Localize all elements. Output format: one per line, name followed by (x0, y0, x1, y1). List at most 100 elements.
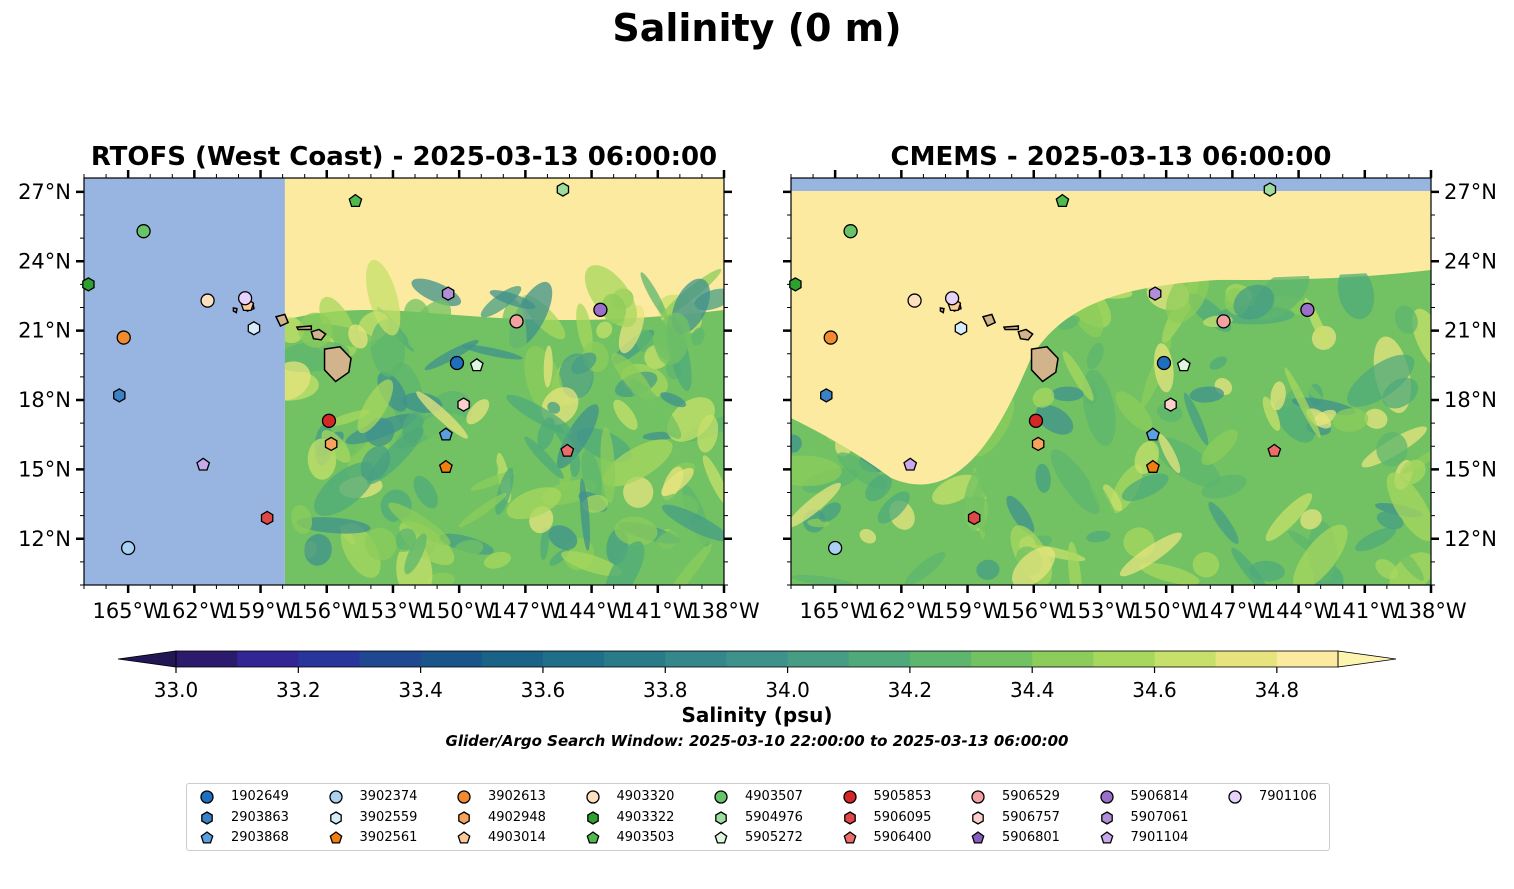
eddy-contour (540, 527, 549, 561)
float-marker-5906400 (1267, 443, 1282, 457)
eddy-contour (604, 541, 645, 585)
eddy-contour (1209, 356, 1228, 370)
island-land (1030, 346, 1059, 383)
float-marker-4903503 (348, 193, 363, 208)
eddy-contour (388, 502, 451, 546)
colorbar-bin (237, 651, 299, 667)
float-marker-5906757 (1164, 397, 1177, 412)
colorbar-bin (787, 651, 850, 667)
legend-circle-icon (714, 790, 728, 804)
legend-marker (972, 810, 984, 825)
legend-circle-icon (842, 790, 857, 804)
colorbar-bin (971, 651, 1033, 667)
eddy-contour (791, 482, 841, 528)
map-frame (790, 177, 1432, 586)
high-salinity-region (791, 191, 1431, 485)
y-tick-label: 12°N (1444, 527, 1497, 551)
eddy-contour (653, 339, 669, 360)
y-tick-label: 27°N (18, 180, 71, 204)
legend-label: 2903868 (231, 830, 289, 845)
eddy-contour (640, 272, 668, 319)
colorbar-label: Salinity (psu) (681, 703, 833, 727)
legend-label: 3902613 (488, 789, 546, 804)
float-marker-2903868 (438, 427, 453, 441)
float-marker-1902649 (449, 355, 465, 371)
legend-label: 5905272 (745, 830, 803, 845)
eddy-contour (581, 449, 602, 501)
y-tick-label: 24°N (1444, 249, 1497, 273)
eddy-contour (462, 344, 523, 360)
colorbar-bin (359, 651, 422, 667)
x-tick-label: 150°W (423, 599, 495, 623)
legend-marker (1100, 831, 1113, 844)
eddy-contour (1228, 399, 1259, 426)
float-marker-4903322 (789, 277, 802, 292)
float-marker-5906529 (1216, 314, 1231, 329)
eddy-contour (364, 527, 397, 561)
eddy-contour (1262, 396, 1281, 432)
eddy-contour (1189, 386, 1225, 403)
legend-label: 5906757 (1002, 809, 1060, 825)
eddy-contour (1306, 408, 1332, 429)
eddy-contour (691, 327, 705, 346)
eddy-contour (1183, 392, 1209, 446)
island-land (232, 307, 238, 314)
legend-label: 4903320 (616, 789, 675, 804)
y-tick-label: 15°N (1444, 457, 1497, 481)
eddy-contour (600, 427, 616, 504)
colorbar-bin (1032, 651, 1094, 667)
eddy-contour (661, 504, 724, 542)
float-marker-5906529 (509, 314, 524, 329)
colorbar-tick-label: 34.8 (1255, 678, 1300, 702)
eddy-contour (596, 321, 613, 339)
map-panel-rtofs (84, 178, 724, 585)
island-land (1002, 325, 1020, 331)
y-tick-label: 15°N (18, 457, 71, 481)
colorbar-bin (420, 651, 483, 667)
legend-marker (458, 810, 470, 825)
float-marker-4902948 (324, 436, 338, 452)
x-tick-label: 159°W (225, 599, 297, 623)
float-marker-5904976 (556, 182, 570, 197)
eddy-contour (1393, 545, 1424, 581)
eddy-contour (636, 329, 654, 353)
float-marker-5904976 (1263, 182, 1277, 197)
eddy-contour (1086, 342, 1104, 370)
eddy-contour (1283, 364, 1324, 403)
island-land (939, 307, 945, 314)
x-tick-label: 144°W (556, 599, 628, 623)
colorbar-tick-label: 33.6 (521, 678, 566, 702)
eddy-contour (1035, 463, 1051, 493)
colorbar-tick-label: 34.2 (888, 678, 933, 702)
eddy-contour (663, 543, 712, 585)
eddy-contour (791, 434, 802, 453)
x-tick-label: 147°W (1197, 599, 1269, 623)
float-marker-4903507 (136, 224, 151, 239)
eddy-contour (865, 474, 893, 502)
eddy-contour (416, 391, 468, 439)
legend-marker (715, 810, 727, 825)
eddy-contour (603, 439, 673, 487)
y-tick-label: 21°N (18, 319, 71, 343)
eddy-contour (1300, 509, 1322, 530)
island-land (295, 325, 313, 331)
legend-label: 7901106 (1259, 789, 1317, 804)
float-marker-5906095 (260, 510, 274, 526)
eddy-contour (506, 394, 573, 435)
x-tick-label: 165°W (799, 599, 871, 623)
legend-pentagon-icon (329, 831, 342, 844)
x-tick-label: 153°W (1064, 599, 1136, 623)
legend-marker (714, 790, 728, 804)
legend-marker (585, 790, 600, 804)
x-tick-label: 147°W (490, 599, 562, 623)
float-marker-3902613 (823, 330, 838, 345)
x-tick-label: 159°W (932, 599, 1004, 623)
legend-hexagon-icon (972, 810, 984, 825)
eddy-contour (1103, 484, 1123, 512)
legend-label: 5904976 (745, 809, 803, 825)
legend-label: 5906529 (1002, 789, 1060, 804)
legend-label: 5906814 (1130, 789, 1189, 804)
colorbar-bin (298, 651, 361, 667)
float-marker-2903868 (1145, 427, 1160, 441)
